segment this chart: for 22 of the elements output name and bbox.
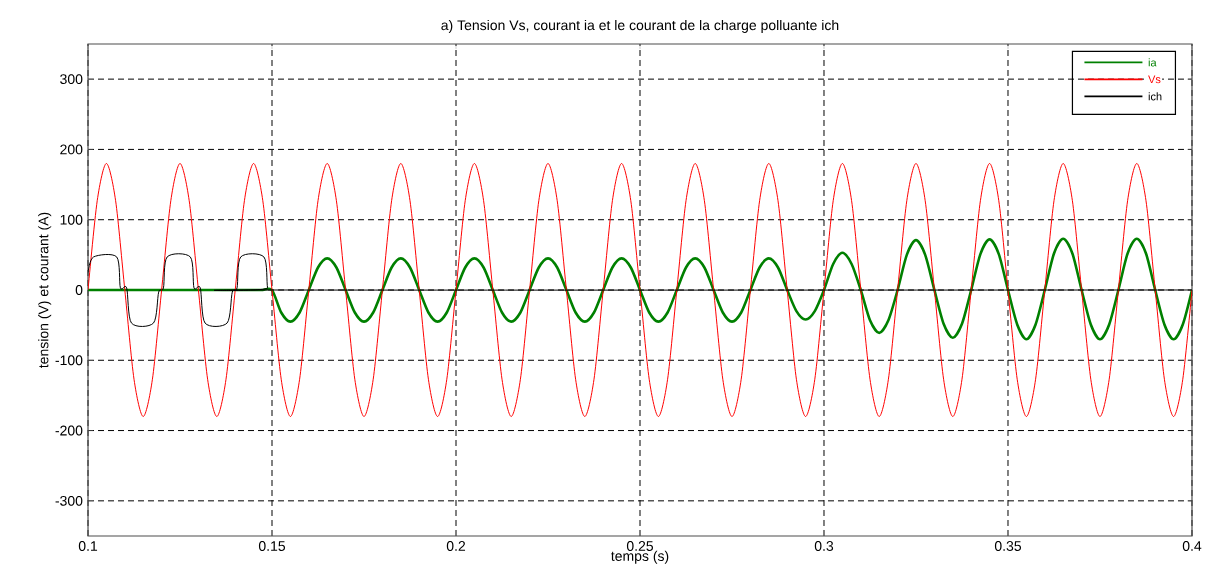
x-tick-label: 0.3	[814, 541, 834, 551]
y-tick-label: 0	[75, 285, 83, 295]
x-tick-label: 0.25	[626, 541, 654, 551]
x-tick-label: 0.4	[1182, 541, 1202, 551]
x-tick-label: 0.2	[446, 541, 466, 551]
text: ia	[1148, 58, 1157, 67]
text: ich	[1148, 92, 1162, 101]
y-axis-title: tension (V) et courant (A)	[38, 212, 52, 368]
x-tick-label: 0.15	[258, 541, 286, 551]
y-tick-label: -100	[55, 355, 83, 366]
y-tick-label: 200	[60, 144, 83, 155]
line-series	[88, 162, 1192, 417]
x-axis-title: temps (s)	[611, 550, 669, 564]
y-tick-label: 300	[60, 74, 83, 85]
x-tick-label: 0.1	[78, 541, 98, 551]
text: Vs	[1148, 75, 1161, 84]
y-tick-label: 100	[60, 214, 83, 225]
y-tick-label: -200	[55, 425, 83, 436]
chart-title: a) Tension Vs, courant ia et le courant de la charge polluante ich	[441, 19, 839, 33]
y-tick-label: -300	[55, 495, 83, 506]
x-tick-label: 0.35	[994, 541, 1022, 551]
line-series	[88, 237, 1192, 341]
